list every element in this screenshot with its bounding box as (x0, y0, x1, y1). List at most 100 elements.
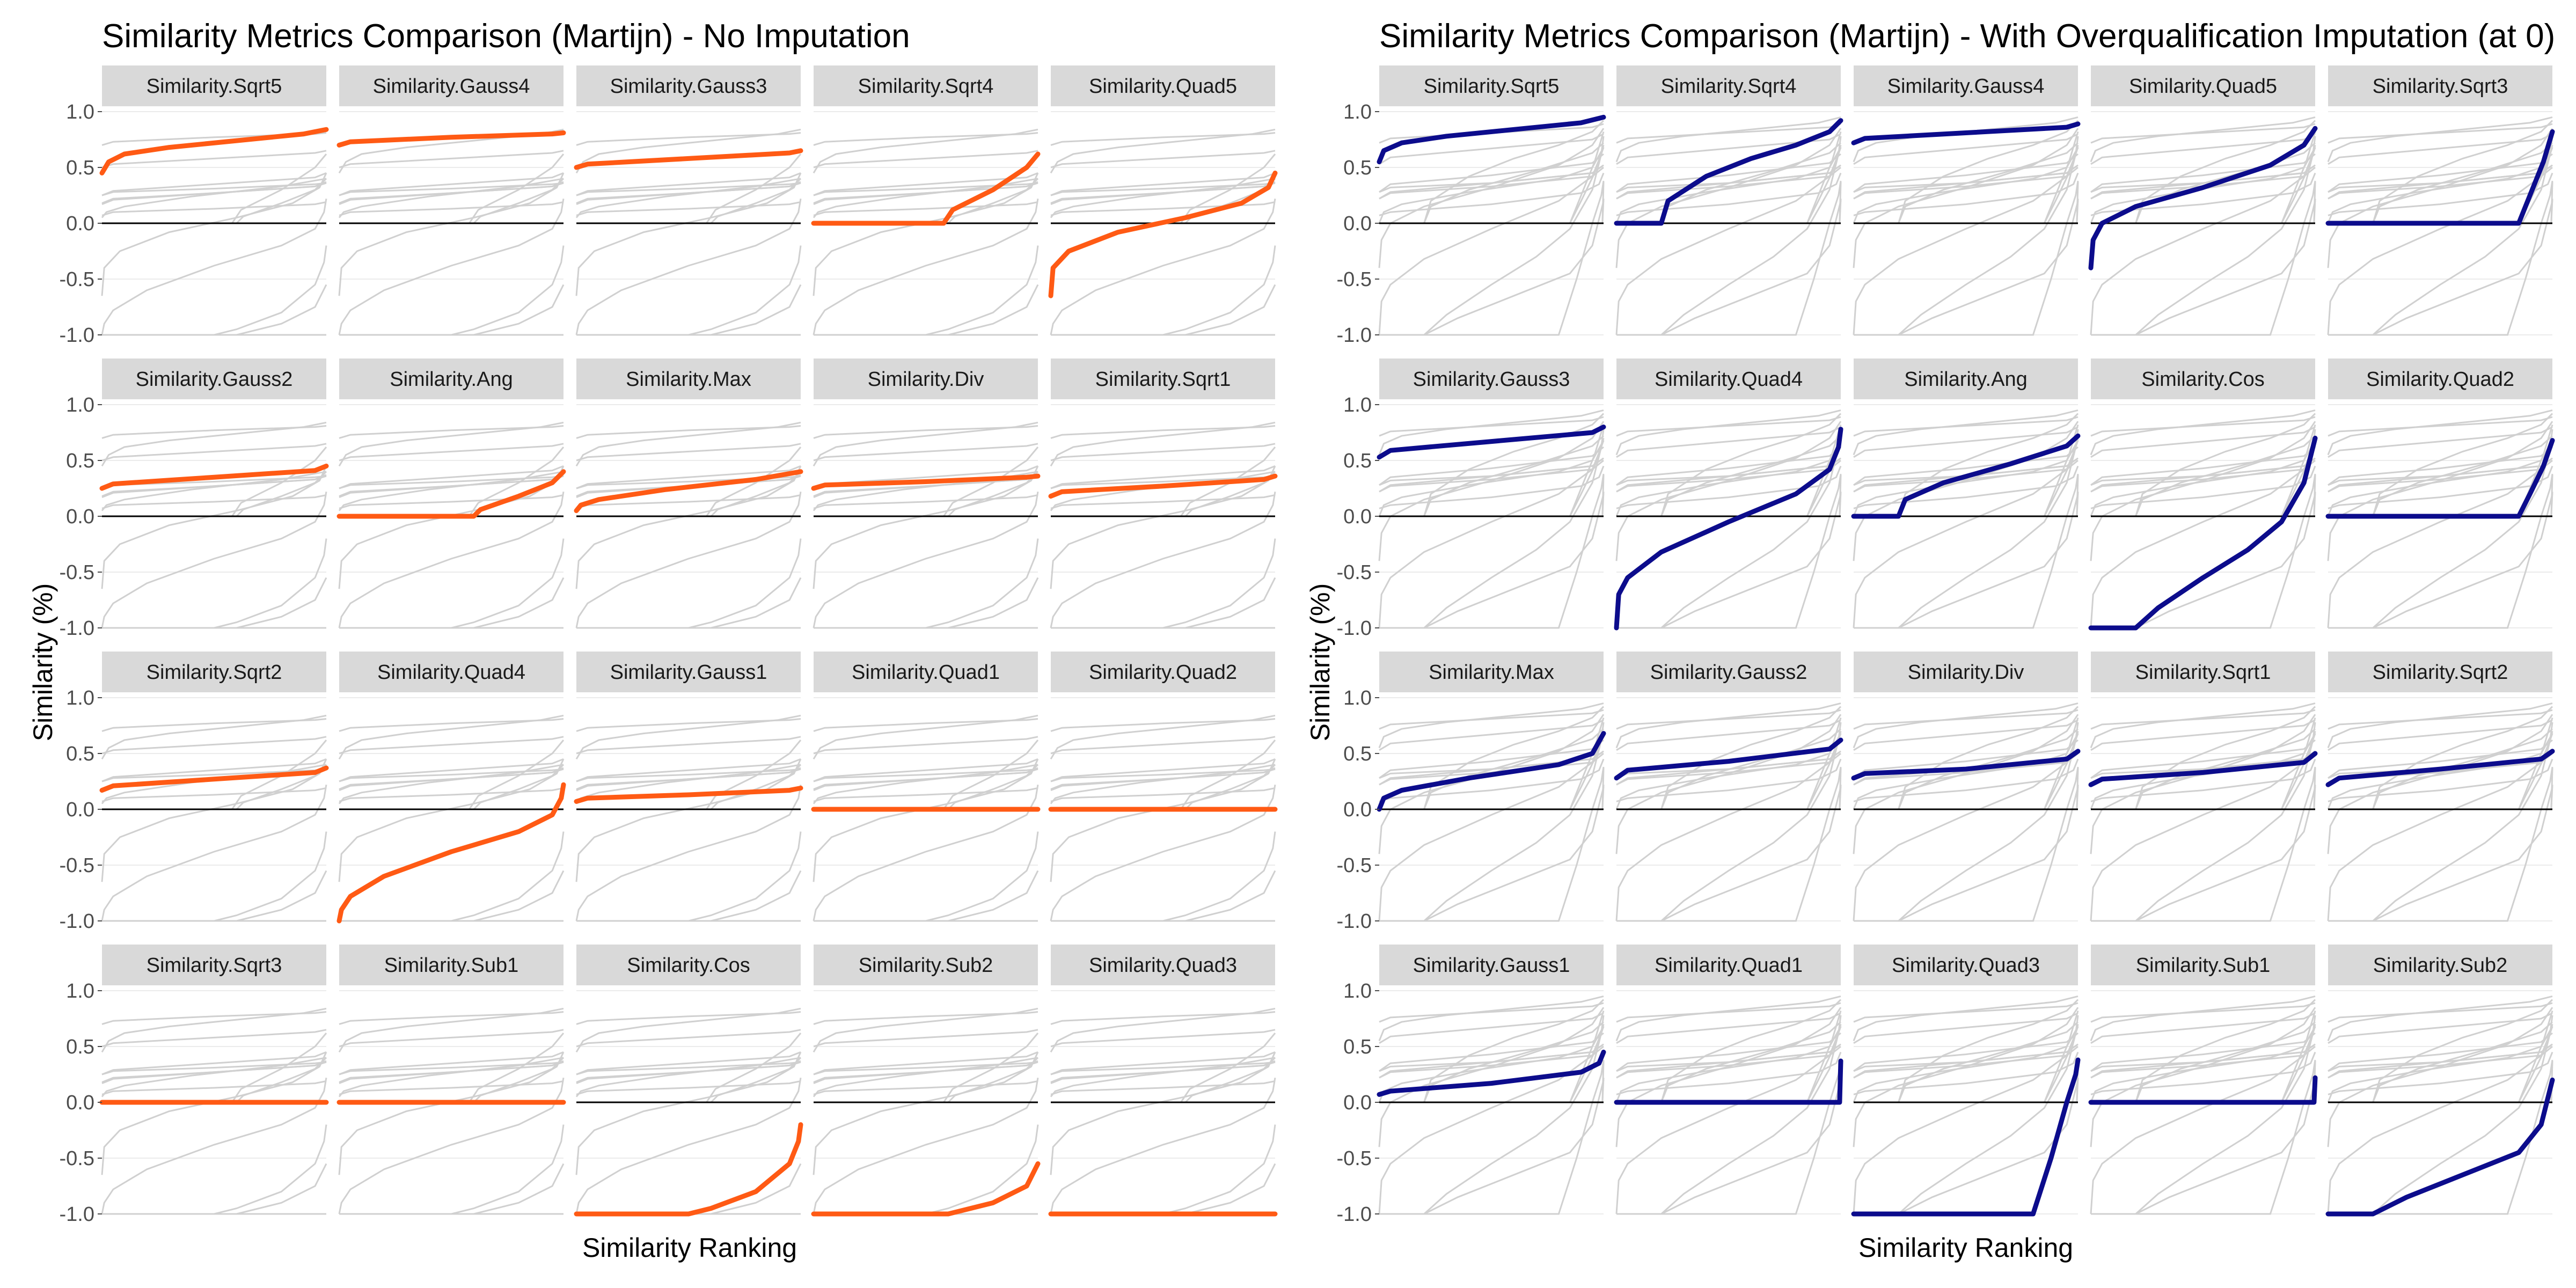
background-series-line (101, 736, 327, 755)
background-series-line (1853, 409, 2079, 456)
background-series-line (1615, 702, 1841, 749)
background-series-line (2090, 702, 2316, 749)
background-series-line (813, 494, 1038, 509)
background-series-line (1379, 446, 1604, 486)
background-series-line (2091, 424, 2316, 517)
background-series-line (339, 1011, 564, 1025)
background-series-line (339, 182, 564, 196)
background-series-line (2090, 465, 2316, 509)
background-series-line (101, 718, 327, 732)
facet-strip-label: Similarity.Quad3 (1892, 954, 2040, 977)
facet-panel: Similarity.Sqrt5 1.0 0.5 0.0 -0.5 -1.0 (1337, 65, 1606, 347)
background-series-line (101, 491, 327, 628)
background-series-line (1050, 1080, 1276, 1095)
background-series-line (339, 736, 564, 755)
y-tick-label: -0.5 (60, 1147, 94, 1170)
highlight-series-line (811, 1161, 1041, 1217)
background-series-line (1853, 426, 2079, 458)
background-series-line (2091, 473, 2316, 629)
background-series-line (1616, 494, 1842, 629)
y-tick-label: 1.0 (1343, 980, 1372, 1002)
facet-strip-label: Similarity.Div (868, 368, 984, 391)
background-series-line (1616, 413, 1842, 517)
background-series-line (339, 767, 564, 791)
y-tick-label: 1.0 (66, 101, 94, 123)
y-tick-label: 1.0 (1343, 687, 1372, 709)
background-series-line (1378, 147, 1605, 224)
facet-panel: Similarity.Quad3 (1851, 945, 2081, 1217)
background-series-line (2090, 1026, 2316, 1103)
background-series-line (2328, 413, 2553, 517)
y-tick-label: -1.0 (60, 910, 94, 933)
background-series-line (339, 831, 565, 922)
facet-strip (1616, 358, 1841, 399)
highlight-series-line (336, 469, 566, 519)
facet-strip (1379, 358, 1604, 399)
facet-strip (1379, 945, 1604, 985)
highlight-series-line (574, 148, 803, 170)
background-series-line (1379, 201, 1605, 336)
background-series-line (338, 1007, 564, 1053)
background-series-line (813, 736, 1038, 755)
background-series-line (102, 1163, 327, 1215)
y-tick-label: 1.0 (1343, 101, 1372, 123)
facet-strip-label: Similarity.Quad1 (852, 661, 1000, 684)
background-series-line (1615, 421, 1842, 561)
background-series-line (2327, 440, 2553, 517)
y-tick-label: -0.5 (60, 268, 94, 291)
facet-strip-label: Similarity.Quad4 (377, 661, 525, 684)
background-series-line (2091, 145, 2316, 336)
y-tick-label: -0.5 (60, 854, 94, 877)
background-series-line (101, 1011, 327, 1025)
background-series-line (576, 1061, 801, 1075)
background-series-line (2328, 416, 2553, 437)
highlight-series-line (1377, 1049, 1606, 1097)
background-series-line (1853, 128, 2079, 268)
background-series-line (1379, 1024, 1605, 1215)
facet-strip-label: Similarity.Sub1 (384, 954, 519, 977)
background-series-line (101, 1029, 327, 1048)
y-tick-label: -0.5 (1337, 854, 1372, 877)
background-series-line (813, 132, 1038, 146)
facet-strip (1379, 652, 1604, 692)
background-series-line (2090, 739, 2316, 779)
background-series-line (1854, 494, 2079, 629)
background-series-line (1616, 1051, 1842, 1095)
y-tick-label: 0.5 (66, 1036, 94, 1058)
background-series-line (1378, 1007, 1605, 1147)
background-series-line (1050, 132, 1276, 146)
facet-panel: Similarity.Sqrt2 1.0 0.5 0.0 -0.5 -1.0 (60, 652, 329, 933)
background-series-line (1050, 1060, 1276, 1084)
background-series-line (1854, 201, 2079, 336)
background-series-line (1616, 787, 1842, 922)
facet-panel: Similarity.Sub2 (811, 945, 1041, 1217)
facet-panel: Similarity.Gauss2 (1614, 652, 1843, 922)
background-series-line (1853, 714, 2079, 854)
background-series-line (339, 1061, 564, 1075)
background-series-line (2090, 733, 2316, 810)
background-series-line (813, 1080, 1038, 1095)
background-series-line (1853, 1043, 2079, 1079)
background-series-line (1615, 440, 1842, 517)
highlight-series-line (574, 469, 803, 514)
background-series-line (2090, 995, 2316, 1042)
background-series-line (2091, 1080, 2316, 1215)
highlight-series-line (1048, 170, 1278, 298)
background-series-line (2328, 120, 2553, 224)
background-series-line (101, 1080, 327, 1095)
background-series-line (1853, 733, 2079, 810)
background-series-line (2090, 709, 2316, 730)
facet-panel: Similarity.Quad1 (811, 652, 1041, 922)
background-series-line (2091, 413, 2316, 517)
highlight-series-line (2325, 129, 2555, 226)
background-series-line (576, 1060, 801, 1084)
facet-strip-label: Similarity.Gauss4 (373, 75, 530, 98)
background-series-line (576, 831, 802, 922)
background-series-line (101, 421, 327, 467)
background-series-line (2327, 116, 2553, 163)
background-series-line (2328, 1012, 2553, 1044)
background-series-line (2090, 164, 2316, 200)
background-series-line (101, 1077, 327, 1214)
facet-strip-label: Similarity.Quad5 (2129, 75, 2277, 98)
facet-strip (814, 652, 1038, 692)
